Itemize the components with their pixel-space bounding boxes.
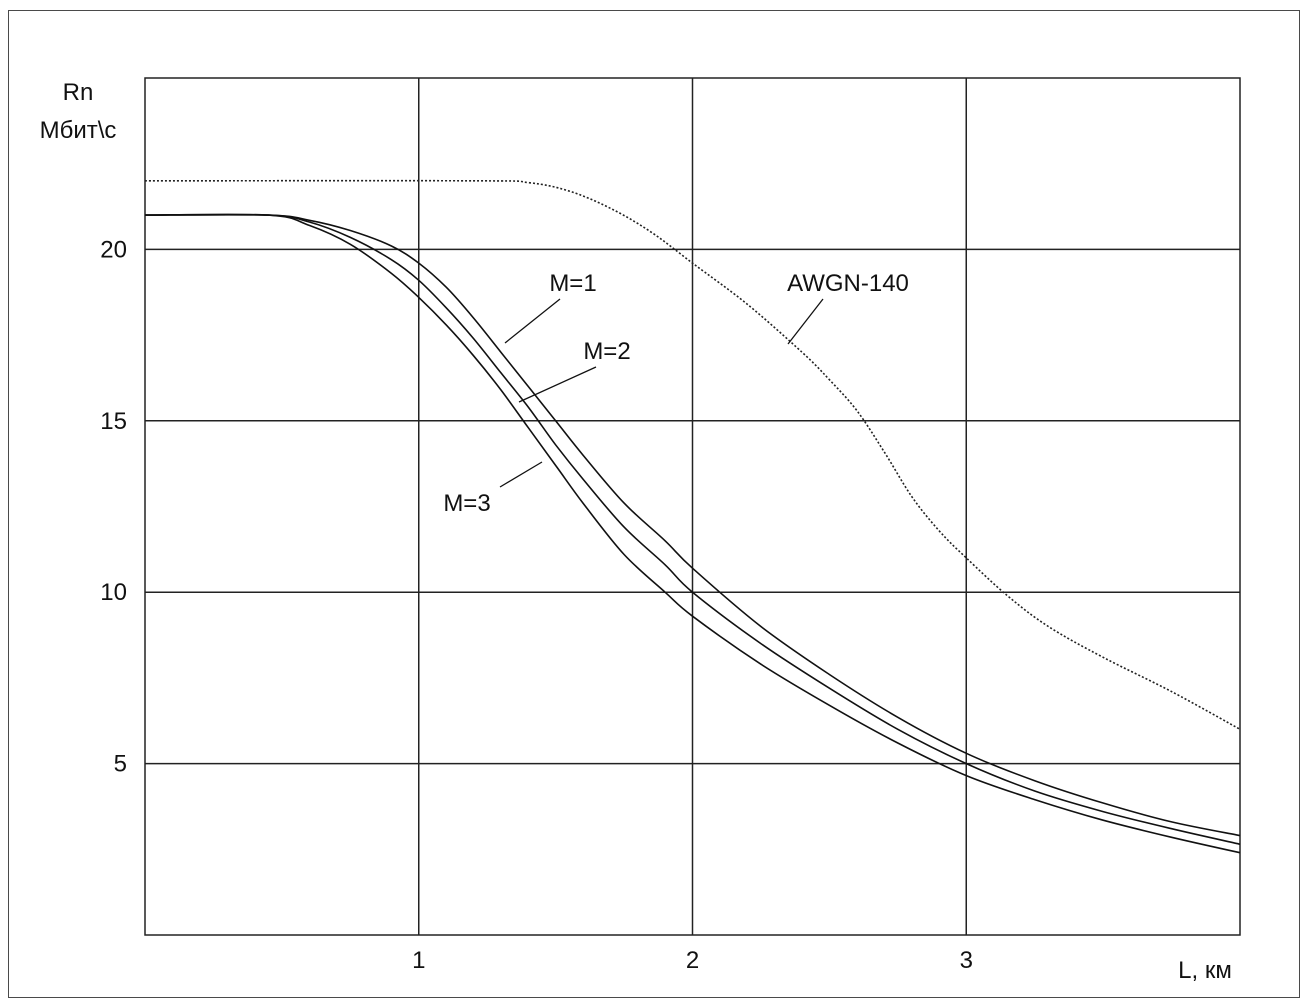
series-line-m-1	[144, 213, 1241, 837]
leader-awgn-140	[787, 298, 824, 345]
plot-area-border	[144, 77, 1241, 936]
annotation-m3: M=3	[443, 490, 490, 517]
annotation-m2: M=2	[583, 338, 630, 365]
leader-m3	[499, 461, 543, 488]
x-tick-label: 3	[960, 947, 973, 974]
y-axis-unit-label: Мбит\с	[40, 117, 117, 144]
y-tick-label: 10	[100, 579, 127, 606]
leader-m2	[518, 366, 597, 403]
series-group	[144, 179, 1241, 854]
annotation-m1: M=1	[549, 270, 596, 297]
series-line-awgn-140	[144, 179, 1241, 731]
y-axis-label: Rn	[63, 79, 94, 106]
x-tick-label: 1	[412, 947, 425, 974]
figure-frame	[8, 10, 1300, 998]
x-tick-label: 2	[686, 947, 699, 974]
tick-labels: 1 2 3 5 10 15 20	[100, 236, 973, 974]
series-line-m-3	[144, 213, 1241, 854]
grid	[145, 78, 1240, 935]
x-axis-label: L, км	[1178, 957, 1232, 984]
leader-m1	[504, 298, 561, 344]
y-tick-label: 5	[114, 751, 127, 778]
annotation-leaders	[499, 298, 824, 488]
y-tick-label: 20	[100, 236, 127, 263]
annotation-awgn-140: AWGN-140	[787, 270, 909, 297]
series-line-m-2	[144, 213, 1241, 845]
y-tick-label: 15	[100, 408, 127, 435]
